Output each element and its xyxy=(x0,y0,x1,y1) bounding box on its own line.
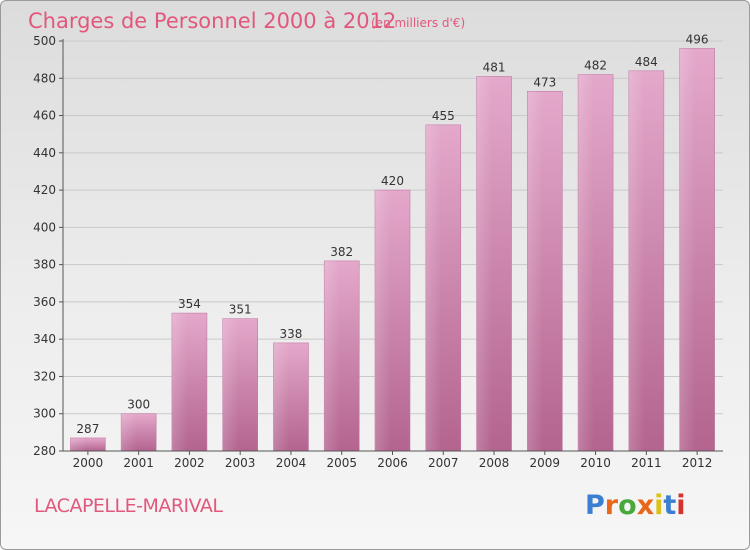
bar-highlight xyxy=(222,318,239,451)
y-tick-label: 340 xyxy=(33,332,56,346)
y-tick-label: 500 xyxy=(33,34,56,48)
x-tick-label-2000: 2000 xyxy=(73,456,104,470)
y-tick-label: 320 xyxy=(33,369,56,383)
commune-name: LACAPELLE-MARIVAL xyxy=(34,495,223,517)
y-tick-label: 460 xyxy=(33,109,56,123)
x-tick-label-2007: 2007 xyxy=(428,456,459,470)
x-tick-label-2006: 2006 xyxy=(377,456,408,470)
x-tick-label-2010: 2010 xyxy=(580,456,611,470)
data-label-2003: 351 xyxy=(229,303,252,317)
bar-highlight xyxy=(679,48,696,452)
brand-logo[interactable]: Proxiti xyxy=(585,490,686,521)
brand-letter: t xyxy=(663,490,677,521)
bar-highlight xyxy=(121,413,137,451)
data-label-2000: 287 xyxy=(76,422,99,436)
y-tick-label: 300 xyxy=(33,407,56,421)
y-tick-label: 280 xyxy=(33,444,56,458)
bar-highlight xyxy=(171,313,188,451)
bar-highlight xyxy=(578,74,594,451)
x-tick-label-2009: 2009 xyxy=(530,456,561,470)
bar-highlight xyxy=(628,70,645,452)
data-label-2002: 354 xyxy=(178,297,201,311)
x-tick-label-2001: 2001 xyxy=(123,456,154,470)
y-tick-label: 440 xyxy=(33,146,56,160)
x-tick-label-2011: 2011 xyxy=(631,456,662,470)
bar-highlight xyxy=(375,190,391,451)
brand-letter: i xyxy=(654,490,664,521)
x-tick-label-2004: 2004 xyxy=(276,456,307,470)
y-tick-label: 420 xyxy=(33,183,56,197)
y-tick-label: 400 xyxy=(33,220,56,234)
bar-highlight xyxy=(324,260,340,451)
y-tick-label: 380 xyxy=(33,258,56,272)
chart-title: Charges de Personnel 2000 à 2012 xyxy=(28,9,396,33)
data-label-2010: 482 xyxy=(584,59,607,73)
data-label-2009: 473 xyxy=(533,75,556,89)
axes: 280 300 320 340 360 380 400 420 440 460 480 500 2000… xyxy=(33,34,723,470)
bar-highlight xyxy=(273,342,290,451)
bars: 287 300 354 351 338 382 420 455 481 473 482 484 496 xyxy=(70,32,715,452)
brand-letter: o xyxy=(618,490,637,521)
y-tick-label: 360 xyxy=(33,295,56,309)
data-label-2012: 496 xyxy=(686,32,709,46)
x-tick-label-2008: 2008 xyxy=(479,456,510,470)
brand-letter: x xyxy=(636,490,655,521)
y-tick-label: 480 xyxy=(33,71,56,85)
x-tick-label-2012: 2012 xyxy=(682,456,713,470)
data-label-2008: 481 xyxy=(483,60,506,74)
brand-letter: r xyxy=(604,490,619,521)
x-tick-label-2002: 2002 xyxy=(174,456,205,470)
bar-highlight xyxy=(527,91,544,452)
data-label-2007: 455 xyxy=(432,109,455,123)
bar-highlight xyxy=(70,437,87,451)
data-label-2004: 338 xyxy=(280,327,303,341)
chart-unit-note: (en milliers d'€) xyxy=(371,16,465,30)
brand-letter: i xyxy=(676,490,686,521)
data-label-2011: 484 xyxy=(635,55,658,69)
bar-highlight xyxy=(476,76,493,451)
data-label-2006: 420 xyxy=(381,174,404,188)
brand-letter: P xyxy=(585,490,605,521)
x-tick-label-2003: 2003 xyxy=(225,456,256,470)
x-tick-label-2005: 2005 xyxy=(326,456,357,470)
bar-highlight xyxy=(425,124,442,451)
data-label-2001: 300 xyxy=(127,398,150,412)
data-label-2005: 382 xyxy=(330,245,353,259)
